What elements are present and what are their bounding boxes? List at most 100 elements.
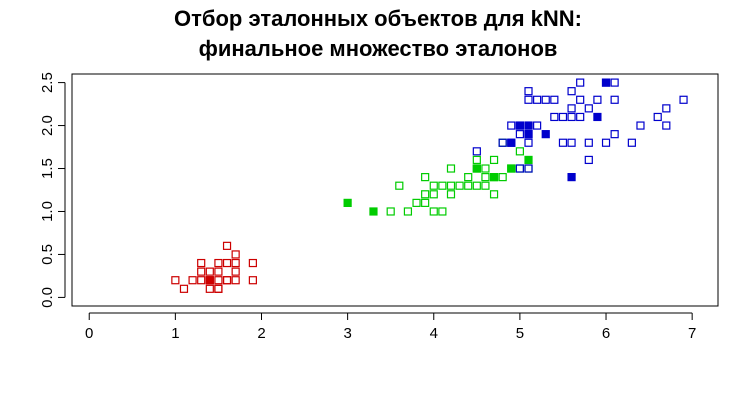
- data-point: [222, 241, 232, 250]
- y-axis: 0.0 0.5 1.0 1.5 2.0 2.5: [39, 72, 66, 308]
- data-point: [472, 181, 481, 190]
- data-point: [584, 104, 593, 113]
- data-point: [515, 130, 524, 139]
- x-tick-label: 6: [602, 325, 610, 342]
- data-point: [197, 258, 206, 268]
- y-tick-label: 0.5: [39, 244, 56, 265]
- data-point: [601, 138, 611, 147]
- data-point: [231, 258, 240, 268]
- data-point: [567, 138, 576, 147]
- data-point: [429, 181, 438, 190]
- reference-point: [343, 198, 352, 207]
- data-point: [386, 207, 395, 216]
- data-point: [610, 130, 619, 139]
- data-point: [498, 138, 507, 147]
- data-point: [421, 190, 430, 199]
- data-point: [481, 173, 490, 182]
- data-point: [524, 95, 533, 104]
- data-point: [429, 190, 438, 199]
- data-point: [541, 95, 550, 104]
- data-point: [188, 276, 197, 285]
- data-point: [662, 121, 671, 130]
- data-point: [662, 104, 671, 113]
- data-point: [610, 95, 619, 104]
- reference-point: [472, 164, 481, 173]
- data-point: [231, 276, 240, 285]
- data-point: [395, 181, 404, 190]
- data-point: [610, 78, 619, 87]
- data-point: [231, 267, 240, 276]
- data-point: [576, 95, 585, 104]
- reference-point: [524, 121, 533, 130]
- y-tick-label: 1.5: [39, 158, 56, 179]
- chart-title-line-1: Отбор эталонных объектов для kNN:: [174, 6, 582, 31]
- y-tick-label: 2.0: [39, 115, 56, 136]
- data-point: [214, 276, 223, 285]
- data-point: [498, 138, 507, 147]
- data-point: [489, 190, 499, 199]
- data-point: [653, 112, 662, 122]
- data-point: [489, 155, 499, 165]
- data-point: [464, 181, 473, 190]
- data-point: [507, 121, 516, 130]
- x-tick-label: 1: [171, 325, 179, 342]
- data-point: [421, 198, 430, 207]
- data-point: [515, 164, 524, 173]
- y-tick-label: 2.5: [39, 72, 56, 93]
- data-point: [438, 207, 447, 216]
- data-point: [524, 164, 533, 173]
- x-tick-label: 2: [257, 325, 265, 342]
- x-tick-label: 5: [516, 325, 524, 342]
- data-point: [222, 258, 232, 268]
- reference-point: [489, 173, 499, 182]
- data-point: [576, 112, 585, 122]
- data-point: [524, 138, 533, 147]
- data-point: [464, 173, 473, 182]
- data-point: [446, 181, 456, 190]
- reference-point: [567, 173, 576, 182]
- reference-point: [507, 164, 516, 173]
- data-point: [472, 147, 481, 156]
- reference-point: [515, 121, 524, 130]
- reference-point: [524, 130, 533, 139]
- reference-point: [524, 155, 533, 165]
- x-tick-label: 3: [343, 325, 351, 342]
- data-point: [248, 276, 257, 285]
- data-point: [214, 284, 223, 293]
- data-point: [558, 138, 568, 147]
- data-point: [524, 87, 533, 96]
- data-point: [197, 267, 206, 276]
- data-point: [197, 276, 206, 285]
- data-point: [576, 78, 585, 87]
- data-point: [498, 173, 507, 182]
- data-point: [558, 112, 568, 122]
- reference-point: [601, 78, 611, 87]
- data-point: [455, 181, 464, 190]
- data-point: [533, 95, 542, 104]
- data-point: [403, 207, 413, 216]
- data-point: [214, 284, 223, 293]
- chart-title: Отбор эталонных объектов для kNN: финаль…: [0, 4, 756, 64]
- data-point: [222, 276, 232, 285]
- plot-frame: [71, 73, 719, 307]
- x-tick-label: 4: [430, 325, 438, 342]
- data-point: [627, 138, 636, 147]
- data-point: [205, 267, 214, 276]
- data-point: [567, 104, 576, 113]
- data-point: [214, 258, 223, 268]
- data-point: [179, 284, 189, 293]
- data-point: [438, 181, 447, 190]
- data-point: [222, 276, 232, 285]
- data-point: [584, 138, 593, 147]
- data-point: [515, 164, 524, 173]
- data-point: [429, 207, 438, 216]
- data-points: [171, 78, 688, 293]
- data-point: [524, 164, 533, 173]
- data-point: [446, 164, 456, 173]
- data-point: [533, 121, 542, 130]
- x-axis: 0 1 2 3 4 5 6 7: [85, 312, 696, 342]
- y-tick-label: 1.0: [39, 201, 56, 222]
- data-point: [567, 112, 576, 122]
- chart-title-line-2: финальное множество эталонов: [198, 36, 558, 61]
